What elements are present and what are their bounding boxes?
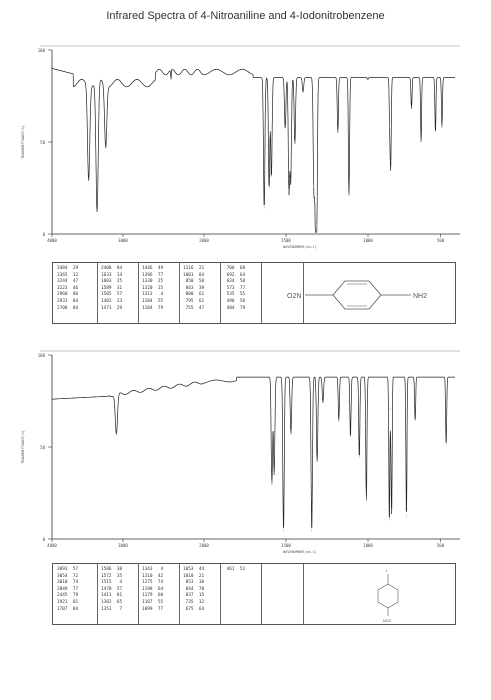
peak-table-column: 1446 49 1396 77 1330 25 1320 15 1313 4 1… [142, 266, 164, 311]
peak-table-column: 2408 84 1633 14 1603 25 1589 31 1505 57 … [101, 266, 123, 311]
x-tick-label: 4000 [47, 543, 57, 548]
spectrum-trace [51, 376, 455, 528]
y-tick-label: 50 [40, 140, 45, 145]
peak-table-column: 3484 29 3365 12 3244 47 3223 46 2960 86 … [57, 266, 79, 311]
y-tick-label: 0 [43, 537, 46, 542]
x-tick-label: 1500 [281, 543, 291, 548]
structure-label-left: O2N [287, 293, 301, 300]
structure-label-bottom: NO2 [383, 618, 392, 623]
peak-table-column: 1053 44 1010 21 853 10 844 70 837 15 735… [183, 567, 205, 612]
spectrum-trace [51, 68, 455, 233]
iodonitrobenzene-structure: I NO2 [377, 568, 399, 623]
x-tick-label: 1000 [363, 238, 373, 243]
x-tick-label: 1000 [363, 543, 373, 548]
peak-table-column: 1116 21 1001 84 850 58 843 39 800 61 795… [183, 266, 205, 311]
y-tick-label: 50 [40, 445, 45, 450]
peak-table-1: 3484 29 3365 12 3244 47 3223 46 2960 86 … [52, 262, 456, 324]
peak-table-column: 461 51 [224, 567, 246, 572]
x-tick-label: 3000 [118, 238, 128, 243]
x-tick-label: 500 [437, 238, 445, 243]
x-axis-label: WAVENUMBER(cm-1) [283, 245, 317, 249]
y-tick-label: 100 [38, 48, 46, 53]
x-tick-label: 1500 [281, 238, 291, 243]
peak-table-column: 1586 30 1572 35 1515 4 1470 57 1411 81 1… [101, 567, 123, 612]
x-tick-label: 500 [437, 543, 445, 548]
y-axis-label: TRANSMITTANCE(%) [21, 430, 25, 464]
structure-label-right: NH2 [413, 293, 427, 300]
peak-table-column: 3093 57 3054 72 3010 74 2849 77 2445 79 … [57, 567, 79, 612]
x-tick-label: 3000 [118, 543, 128, 548]
peak-table-2: 3093 57 3054 72 3010 74 2849 77 2445 79 … [52, 563, 456, 625]
y-tick-label: 0 [43, 232, 46, 237]
spectrum-chart-1: 0 50 100 4000 3000 2000 1500 1000 500 TRANSMITTAN… [21, 45, 460, 249]
structure-label-top: I [386, 568, 387, 573]
y-tick-label: 100 [38, 353, 46, 358]
nitroaniline-structure: O2N NH2 [287, 280, 427, 310]
x-tick-label: 4000 [47, 238, 57, 243]
spectrum-chart-2: 0 50 100 4000 3000 2000 1500 1000 500 TRANSMITTAN… [21, 350, 460, 554]
peak-table-column: 700 68 692 64 634 50 573 77 535 55 490 5… [226, 266, 246, 311]
x-axis-label: WAVENUMBER(cm-1) [283, 550, 317, 554]
x-tick-label: 2000 [199, 238, 209, 243]
peak-table-column: 1343 4 1310 42 1275 74 1198 64 1179 60 1… [142, 567, 164, 612]
x-tick-label: 2000 [199, 543, 209, 548]
page-title: Infrared Spectra of 4-Nitroaniline and 4… [106, 10, 385, 22]
y-axis-label: TRANSMITTANCE(%) [21, 125, 25, 159]
